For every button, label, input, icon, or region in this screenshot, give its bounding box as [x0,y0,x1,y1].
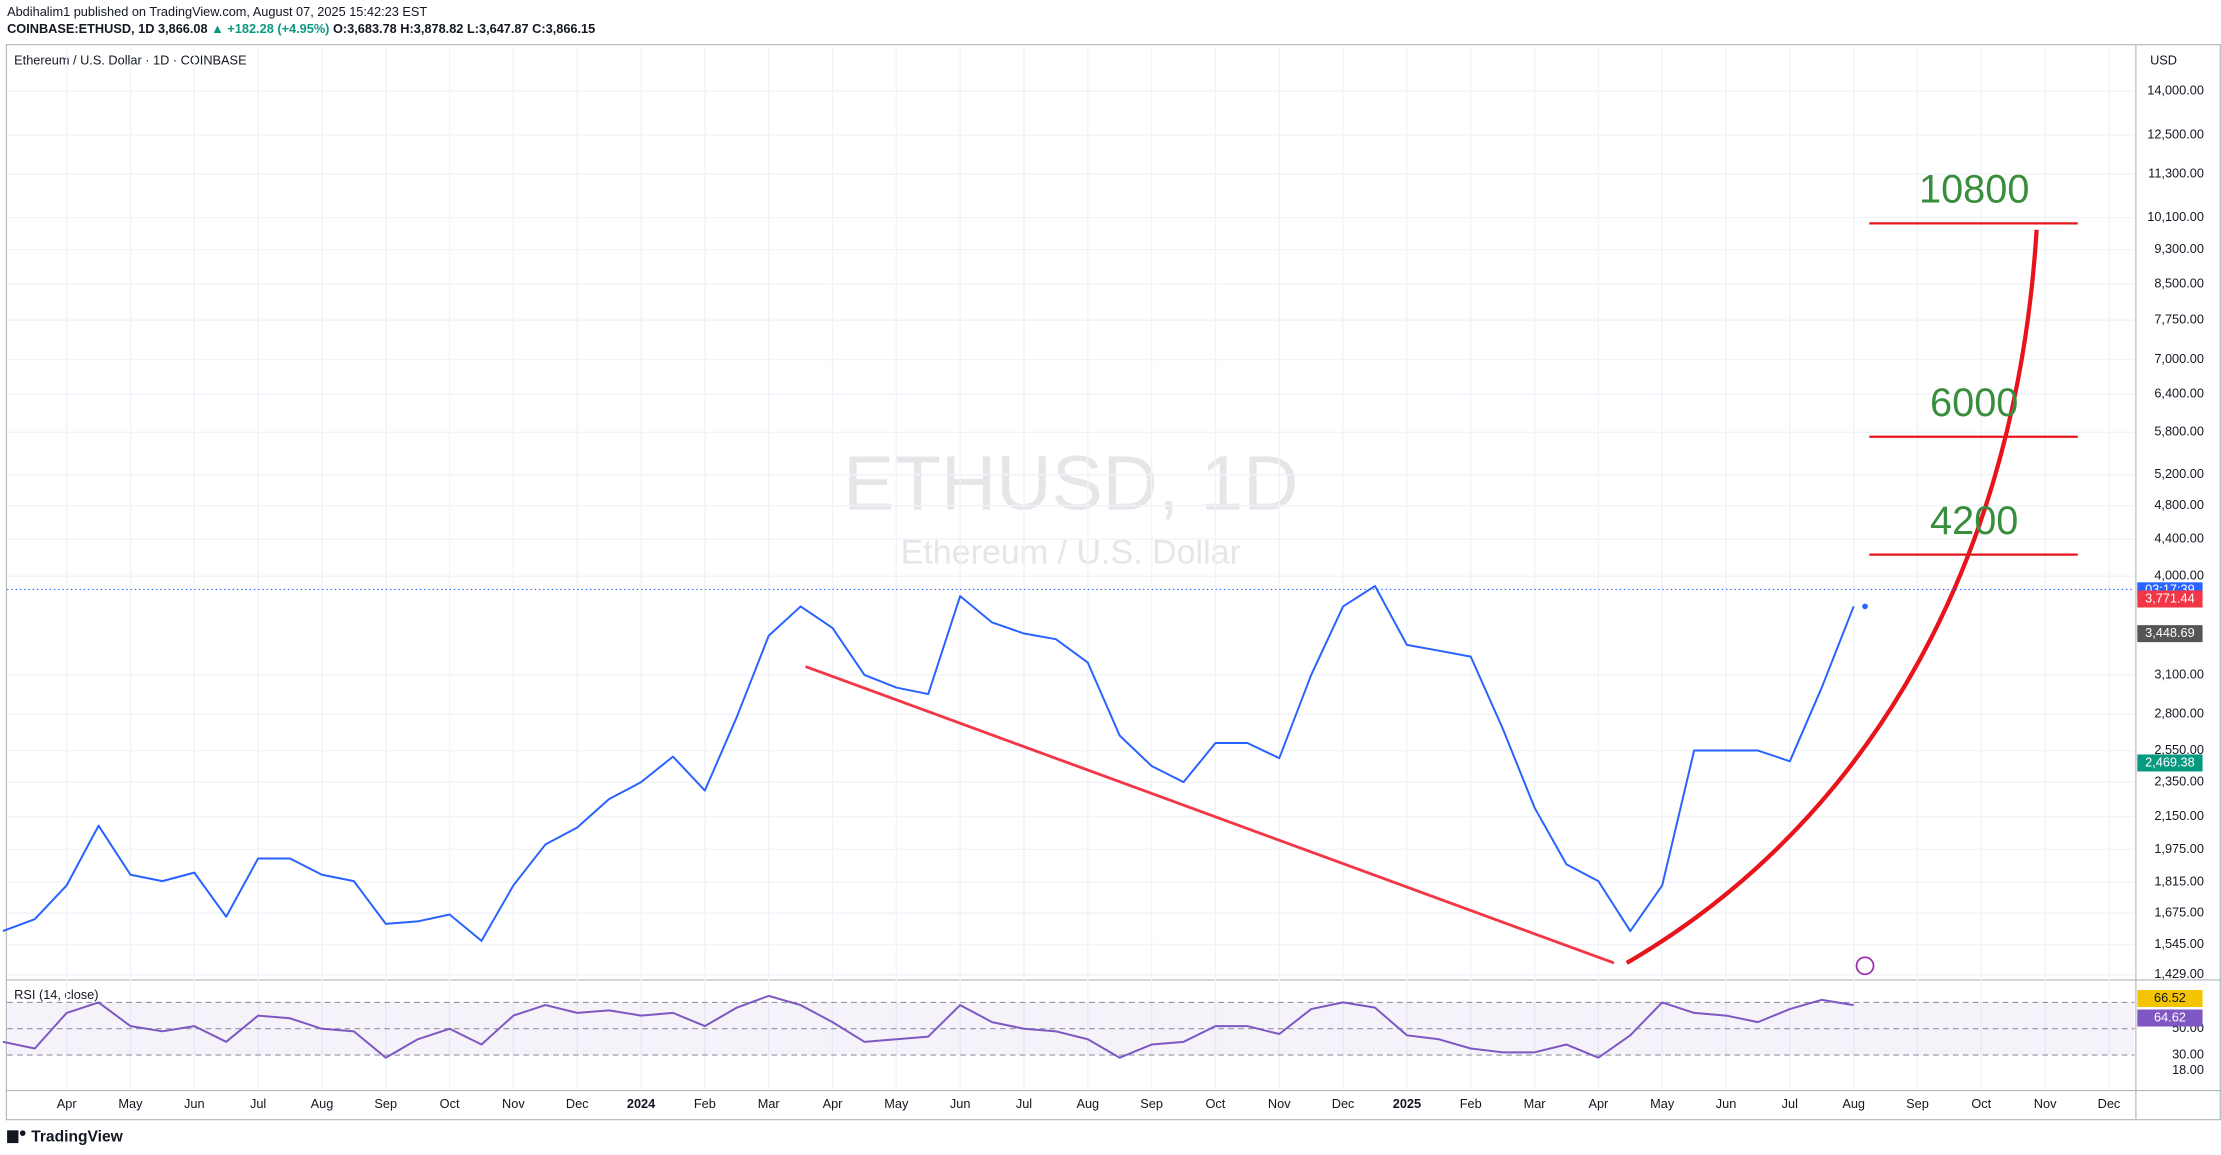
price-marker-label: 2,469.38 [2145,754,2195,769]
rsi-tick-label: 18.00 [2172,1062,2204,1077]
y-tick-label: 4,800.00 [2154,497,2204,512]
rsi-title: RSI (14, close) [14,987,98,1002]
y-tick-label: 1,429.00 [2154,966,2204,981]
symbol: COINBASE:ETHUSD, 1D [7,21,154,36]
price-marker-label: 3,771.44 [2145,590,2195,605]
x-tick-label: Nov [2034,1096,2057,1111]
y-tick-label: 10,100.00 [2147,209,2204,224]
x-tick-label: Jun [950,1096,971,1111]
y-tick-label: 11,300.00 [2148,166,2204,181]
x-tick-label: Jul [1016,1096,1032,1111]
price-marker-label: 64.62 [2154,1009,2186,1024]
x-tick-label: Feb [694,1096,716,1111]
x-tick-label: Jul [250,1096,266,1111]
frame [5,44,2221,1121]
projection-curve [1625,229,2039,965]
logo [7,1130,26,1144]
y-tick-label: 7,750.00 [2154,312,2204,327]
x-tick-label: May [884,1096,909,1111]
watermark: ETHUSD, 1D [843,442,1298,527]
y-tick-label: 4,000.00 [2154,568,2204,583]
brand: TradingView [31,1129,123,1146]
header-line: COINBASE:ETHUSD, 1D 3,866.08 ▲ +182.28 (… [7,21,595,36]
published: Abdihalim1 published on TradingView.com,… [7,4,427,19]
rsi-line [2,994,1854,1059]
price: 3,866.08 [158,21,208,36]
x-tick-label: Dec [2098,1096,2121,1111]
x-tick-label: Mar [1524,1096,1547,1111]
y-tick-label: 1,545.00 [2154,936,2204,951]
y-tick-label: 1,675.00 [2154,905,2204,920]
x-tick-label: Oct [440,1096,460,1111]
y-tick-label: 2,350.00 [2154,774,2204,789]
x-tick-label: May [1650,1096,1675,1111]
x-tick-label: Jun [1716,1096,1737,1111]
x-tick-label: 2024 [627,1096,656,1111]
price-marker-label: 3,448.69 [2145,625,2195,640]
x-tick-label: Apr [1588,1096,1609,1111]
y-tick-label: 9,300.00 [2154,241,2204,256]
price-line [2,585,1855,942]
price-marker-box [2137,625,2203,643]
price-marker-box [2137,989,2203,1008]
currency: USD [2150,52,2177,67]
y-tick-label: 6,400.00 [2154,386,2204,401]
x-tick-label: 2025 [1393,1096,1421,1111]
event-icon [1855,956,1875,976]
y-tick-label: 4,400.00 [2154,531,2204,546]
level-label: 4200 [1930,499,2018,543]
last-point [1862,603,1868,610]
y-tick-label: 3,100.00 [2154,666,2204,681]
x-tick-label: Mar [758,1096,781,1111]
x-tick-label: May [118,1096,143,1111]
y-tick-label: 2,150.00 [2154,808,2204,823]
y-tick-label: 2,800.00 [2154,706,2204,721]
x-tick-label: Apr [823,1096,844,1111]
x-tick-label: Oct [1206,1096,1226,1111]
y-tick-label: 12,500.00 [2147,126,2204,141]
level-label: 10800 [1919,168,2029,212]
x-tick-label: Aug [311,1096,334,1111]
ohlc: O:3,683.78 H:3,878.82 L:3,647.87 C:3,866… [333,21,595,36]
price-marker-box [2137,754,2203,772]
y-tick-label: 1,975.00 [2154,841,2204,856]
x-tick-label: Jul [1782,1096,1798,1111]
price-marker-label: 66.52 [2154,990,2186,1005]
y-tick-label: 2,550.00 [2154,742,2204,757]
x-tick-label: Dec [1332,1096,1355,1111]
x-tick-label: Nov [1268,1096,1291,1111]
x-tick-label: Aug [1076,1096,1099,1111]
y-tick-label: 5,200.00 [2154,466,2204,481]
y-tick-label: 5,800.00 [2154,424,2204,439]
x-tick-label: Sep [1140,1096,1163,1111]
rsi-band-fill [7,1002,2135,1056]
rsi-tick-label: 30.00 [2172,1046,2204,1061]
price-marker-box [2137,1009,2203,1027]
trend-line [805,665,1615,965]
x-tick-label: Feb [1460,1096,1482,1111]
x-tick-label: Jun [184,1096,205,1111]
change: ▲ +182.28 (+4.95%) [211,21,329,36]
price-marker-box [2137,590,2203,608]
y-tick-label: 8,500.00 [2154,276,2204,291]
x-tick-label: Dec [566,1096,589,1111]
x-tick-label: Sep [1906,1096,1929,1111]
x-tick-label: Aug [1842,1096,1865,1111]
x-tick-label: Apr [57,1096,78,1111]
x-tick-label: Oct [1971,1096,1991,1111]
x-tick-label: Nov [502,1096,525,1111]
y-tick-label: 7,000.00 [2154,351,2204,366]
x-tick-label: Sep [374,1096,397,1111]
level-label: 6000 [1930,381,2018,425]
y-tick-label: 14,000.00 [2147,83,2204,98]
y-tick-label: 1,815.00 [2154,874,2204,889]
